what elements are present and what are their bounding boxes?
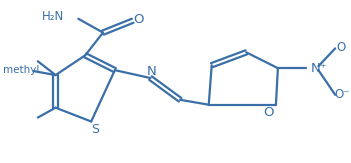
Text: H₂N: H₂N xyxy=(42,10,65,23)
Text: N: N xyxy=(147,65,156,78)
Text: methyl: methyl xyxy=(3,65,39,75)
Text: S: S xyxy=(91,123,99,136)
Text: O: O xyxy=(337,41,346,54)
Text: O: O xyxy=(133,13,144,26)
Text: N⁺: N⁺ xyxy=(311,62,327,75)
Text: O: O xyxy=(263,106,273,119)
Text: O⁻: O⁻ xyxy=(335,88,350,101)
